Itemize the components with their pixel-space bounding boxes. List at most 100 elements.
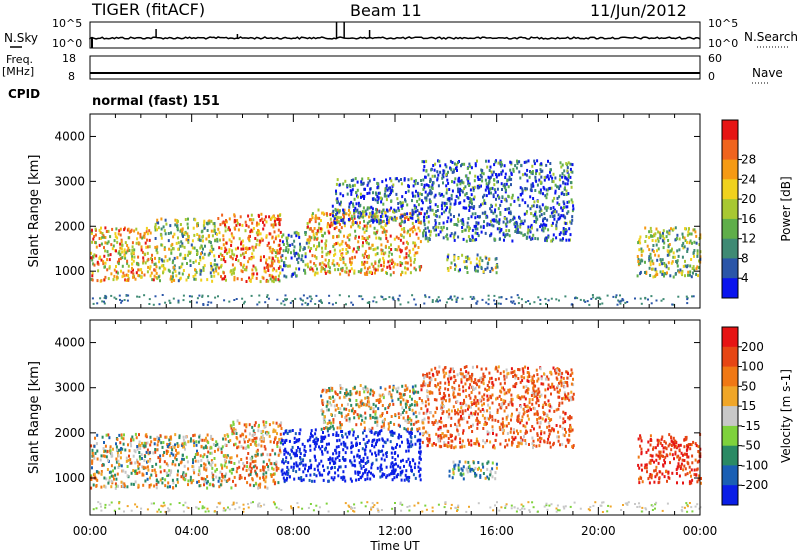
data-cell — [342, 448, 345, 452]
data-cell — [171, 448, 174, 452]
data-cell — [377, 218, 380, 222]
data-cell — [495, 263, 498, 267]
data-cell — [209, 437, 212, 440]
data-cell — [167, 450, 170, 454]
data-cell — [238, 465, 241, 469]
data-cell — [138, 433, 140, 437]
data-cell — [363, 230, 366, 234]
data-cell — [334, 268, 337, 272]
data-cell — [369, 449, 372, 453]
data-cell — [329, 213, 332, 217]
data-cell — [688, 227, 690, 231]
data-cell — [273, 462, 276, 466]
data-cell — [425, 159, 428, 163]
data-cell — [126, 261, 129, 265]
data-cell — [406, 429, 409, 433]
data-cell — [384, 407, 387, 411]
data-cell — [222, 243, 225, 247]
data-cell — [326, 223, 329, 227]
data-cell — [287, 461, 290, 465]
data-cell — [101, 232, 104, 235]
data-cell — [341, 403, 343, 407]
data-cell — [206, 433, 209, 437]
data-cell — [91, 274, 94, 278]
data-cell — [241, 223, 244, 227]
data-cell — [468, 226, 471, 230]
data-cell — [182, 269, 185, 272]
data-cell — [457, 161, 459, 165]
data-cell — [267, 431, 270, 435]
data-cell — [298, 432, 301, 436]
data-cell — [264, 270, 267, 274]
data-cell — [382, 259, 385, 263]
data-cell — [347, 273, 350, 277]
data-cell — [100, 485, 103, 489]
data-cell — [176, 219, 179, 223]
data-cell — [172, 247, 175, 251]
data-cell — [429, 230, 432, 234]
data-cell — [401, 406, 404, 410]
data-cell — [648, 256, 651, 260]
data-cell — [450, 197, 453, 201]
data-cell — [241, 239, 244, 243]
data-cell — [440, 204, 443, 207]
data-cell — [187, 253, 189, 257]
data-cell — [490, 266, 493, 270]
data-cell — [266, 462, 268, 466]
data-cell — [275, 468, 278, 472]
data-cell — [654, 267, 657, 271]
data-cell — [479, 256, 482, 260]
data-cell — [161, 294, 164, 296]
data-cell — [259, 482, 262, 486]
data-cell — [243, 423, 246, 427]
data-cell — [372, 410, 375, 414]
data-cell — [113, 466, 116, 470]
data-cell — [309, 218, 312, 222]
data-cell — [351, 256, 354, 260]
data-cell — [119, 233, 122, 237]
data-cell — [148, 229, 151, 233]
data-cell — [159, 478, 162, 482]
data-cell — [488, 258, 491, 261]
data-cell — [477, 178, 480, 181]
data-cell — [265, 220, 268, 224]
data-cell — [417, 438, 420, 442]
data-cell — [505, 217, 508, 221]
data-cell — [192, 458, 194, 462]
data-cell — [102, 447, 105, 451]
data-cell — [389, 216, 392, 220]
data-cell — [448, 199, 451, 203]
data-cell — [322, 410, 325, 414]
data-cell — [378, 209, 381, 213]
data-cell — [101, 463, 104, 467]
data-cell — [273, 249, 276, 253]
data-cell — [293, 271, 296, 275]
data-cell — [424, 175, 426, 179]
data-cell — [260, 444, 263, 448]
data-cell — [489, 219, 492, 223]
data-cell — [494, 303, 497, 305]
data-cell — [668, 229, 671, 233]
data-cell — [127, 246, 130, 250]
data-cell — [350, 450, 353, 454]
data-cell — [277, 424, 280, 428]
data-cell — [496, 265, 499, 269]
data-cell — [141, 441, 143, 445]
data-cell — [123, 228, 126, 232]
data-cell — [127, 278, 130, 282]
data-cell — [232, 479, 234, 483]
data-cell — [433, 168, 436, 172]
data-cell — [399, 424, 401, 428]
data-cell — [374, 420, 377, 424]
data-cell — [184, 447, 186, 451]
data-cell — [568, 200, 571, 204]
data-cell — [349, 269, 351, 273]
data-cell — [328, 252, 331, 256]
data-cell — [418, 197, 421, 201]
data-cell — [176, 480, 179, 484]
data-cell — [514, 225, 517, 229]
data-cell — [418, 456, 421, 460]
data-cell — [285, 438, 288, 442]
data-cell — [409, 395, 411, 399]
data-cell — [467, 182, 470, 186]
